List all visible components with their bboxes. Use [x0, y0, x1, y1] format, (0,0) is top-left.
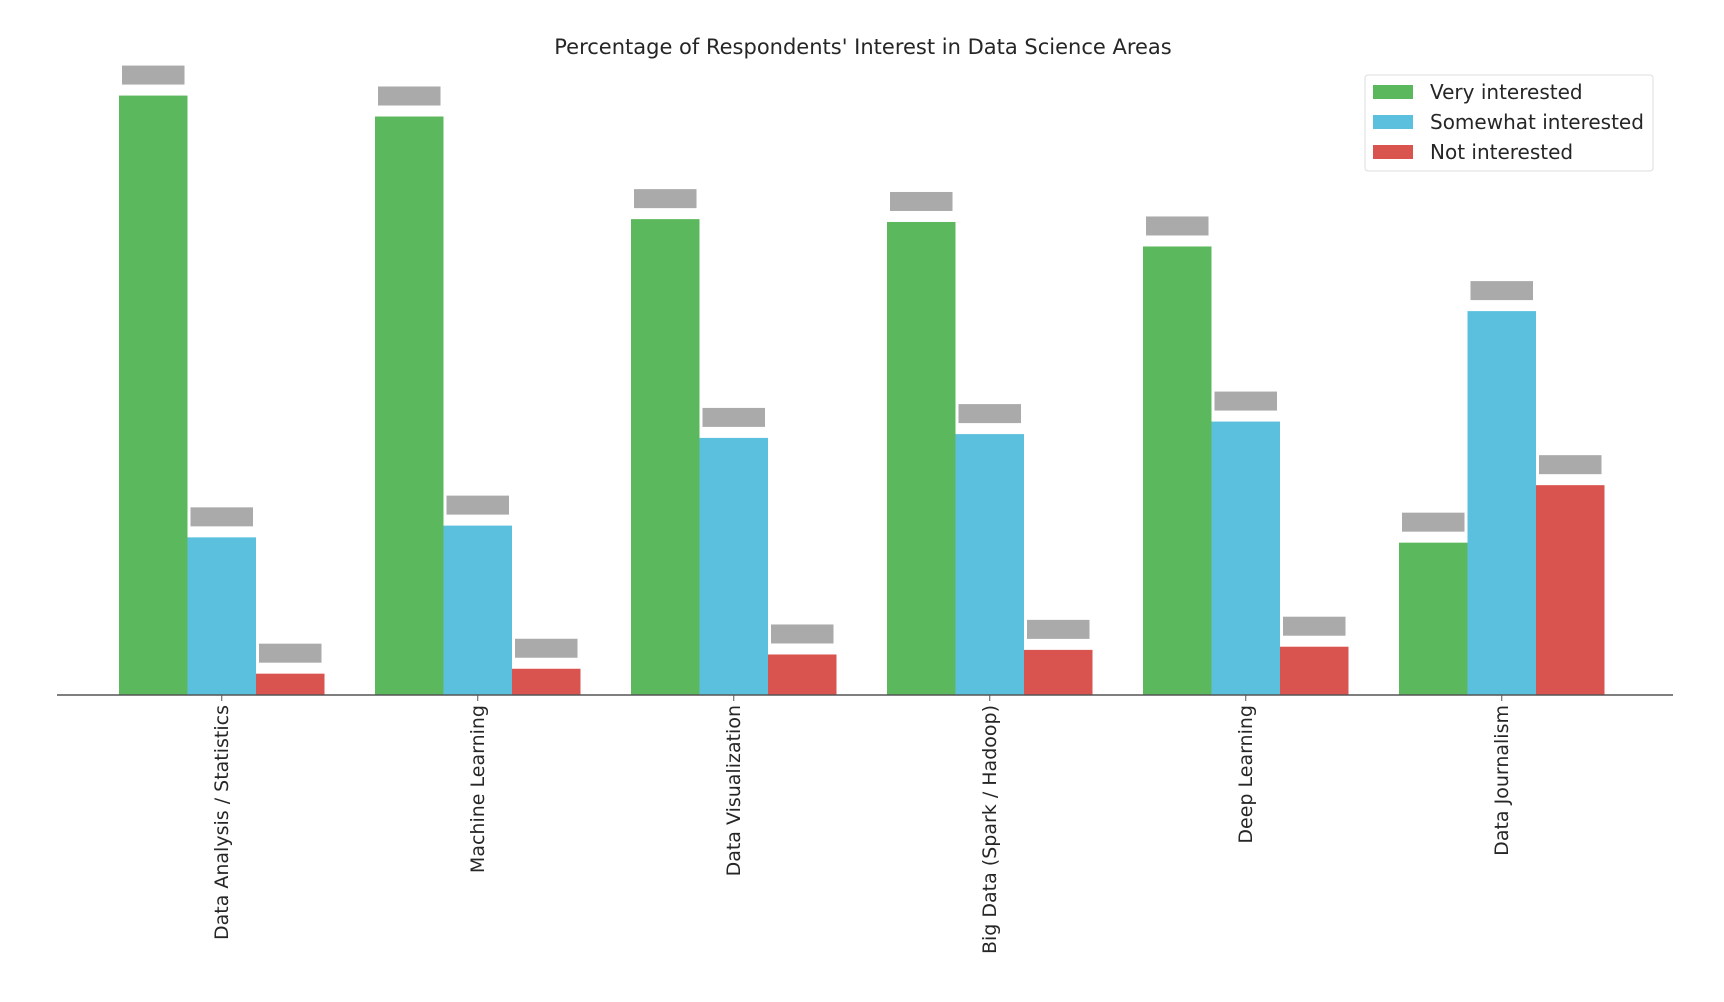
- bar-not-interested: [1280, 646, 1349, 695]
- data-label-redacted: [259, 643, 322, 663]
- legend-label: Somewhat interested: [1430, 110, 1644, 134]
- legend-swatch: [1373, 115, 1413, 129]
- bar-very-interested: [631, 219, 700, 695]
- legend-swatch: [1373, 145, 1413, 159]
- x-tick-label: Data Journalism: [1491, 705, 1513, 856]
- bar-not-interested: [512, 668, 581, 695]
- bar-very-interested: [375, 116, 444, 696]
- data-label-redacted: [122, 65, 185, 85]
- bar-very-interested: [1399, 542, 1468, 695]
- data-label-redacted: [515, 638, 578, 658]
- bar-not-interested: [256, 673, 325, 695]
- data-label-redacted: [634, 189, 697, 209]
- x-tick-label: Big Data (Spark / Hadoop): [979, 705, 1001, 954]
- bar-very-interested: [119, 95, 188, 696]
- data-label-redacted: [1027, 619, 1090, 639]
- bar-somewhat-interested: [699, 437, 768, 695]
- bar-somewhat-interested: [1211, 421, 1280, 695]
- legend: Very interested Somewhat interested Not in…: [1364, 74, 1654, 172]
- x-tick-label: Data Visualization: [723, 705, 745, 876]
- legend-frame: [1364, 74, 1654, 172]
- bar-somewhat-interested: [443, 525, 512, 695]
- legend-label: Not interested: [1430, 140, 1573, 164]
- data-label-redacted: [890, 191, 953, 211]
- data-label-redacted: [771, 624, 834, 644]
- bar-not-interested: [1536, 485, 1605, 695]
- data-label-redacted: [1214, 391, 1277, 411]
- data-label-redacted: [1539, 455, 1602, 475]
- bar-not-interested: [768, 654, 837, 695]
- legend-swatch: [1373, 85, 1413, 99]
- bar-very-interested: [1143, 246, 1212, 696]
- data-label-redacted: [1402, 512, 1465, 532]
- bar-somewhat-interested: [955, 434, 1024, 695]
- chart-title: Percentage of Respondents' Interest in D…: [554, 35, 1172, 59]
- legend-label: Very interested: [1430, 80, 1583, 104]
- data-label-redacted: [1146, 216, 1209, 236]
- data-label-redacted: [702, 407, 765, 427]
- data-label-redacted: [378, 86, 441, 106]
- bar-somewhat-interested: [187, 537, 256, 695]
- data-label-redacted: [1283, 616, 1346, 636]
- bar-not-interested: [1024, 649, 1093, 695]
- x-tick-label: Deep Learning: [1235, 705, 1257, 844]
- data-label-redacted: [958, 404, 1021, 424]
- x-tick-label: Machine Learning: [467, 705, 489, 873]
- bar-very-interested: [887, 221, 956, 695]
- x-tick-label: Data Analysis / Statistics: [211, 705, 233, 940]
- data-label-redacted: [190, 507, 253, 527]
- data-label-redacted: [1470, 281, 1533, 301]
- bar-somewhat-interested: [1467, 311, 1536, 695]
- data-label-redacted: [446, 495, 509, 515]
